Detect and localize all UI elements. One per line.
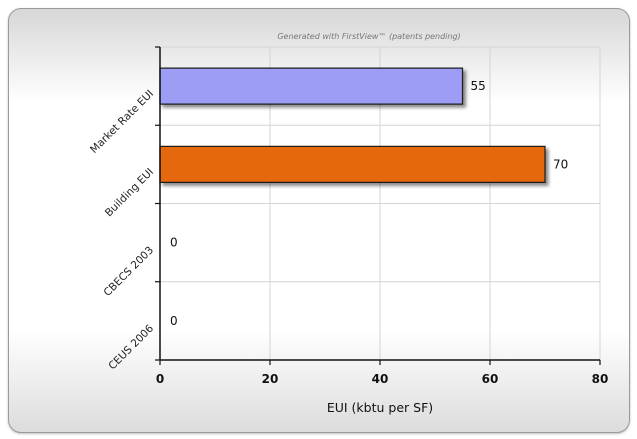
category-label-market-rate-eui: Market Rate EUI xyxy=(88,88,156,156)
x-tick-label-60: 60 xyxy=(482,372,499,386)
x-axis-title: EUI (kbtu per SF) xyxy=(327,400,433,415)
data-label-market-rate-eui: 55 xyxy=(471,79,486,93)
x-tick-label-20: 20 xyxy=(262,372,279,386)
category-labels: Market Rate EUI Building EUI CBECS 2003 CEU… xyxy=(88,88,156,373)
data-label-ceus-2006: 0 xyxy=(170,314,178,328)
chart-credit: Generated with FirstView™ (patents pendi… xyxy=(277,32,460,41)
data-label-cbecs-2003: 0 xyxy=(170,236,178,250)
category-label-building-eui: Building EUI xyxy=(103,166,156,219)
data-label-building-eui: 70 xyxy=(553,157,568,171)
bar-market-rate-eui xyxy=(159,67,464,105)
category-label-cbecs-2003: CBECS 2003 xyxy=(102,244,157,299)
bar-building-eui xyxy=(159,145,546,183)
x-tick-label-80: 80 xyxy=(592,372,609,386)
x-tick-label-40: 40 xyxy=(372,372,389,386)
x-tick-labels: 0 20 40 60 80 xyxy=(156,372,609,386)
bar-group xyxy=(159,67,546,183)
axes xyxy=(155,46,601,365)
category-label-ceus-2006: CEUS 2006 xyxy=(106,322,156,372)
x-tick-label-0: 0 xyxy=(156,372,164,386)
data-labels: 55 70 0 0 xyxy=(170,79,568,328)
